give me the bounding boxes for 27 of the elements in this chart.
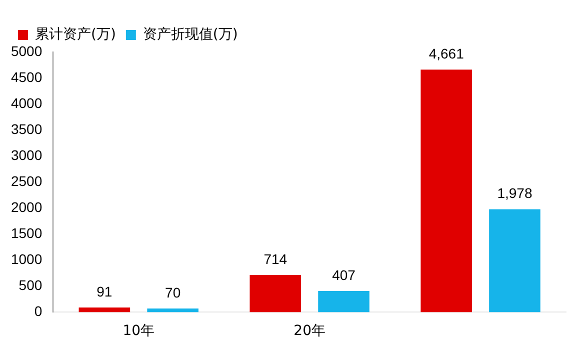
- data-label: 1,978: [497, 185, 532, 202]
- data-label: 91: [96, 283, 112, 300]
- y-tick-label: 0: [34, 303, 42, 320]
- data-label: 4,661: [428, 46, 464, 62]
- bar: [147, 308, 198, 312]
- y-tick-label: 2500: [10, 172, 42, 189]
- y-tick-label: 4000: [10, 94, 42, 111]
- y-tick-label: 500: [18, 277, 42, 294]
- bar: [318, 291, 370, 312]
- y-tick-label: 1500: [10, 225, 42, 241]
- legend-label: 累计资产(万): [35, 26, 116, 43]
- y-tick-label: 4500: [10, 68, 42, 85]
- y-tick-label: 2000: [10, 198, 42, 215]
- bar: [78, 307, 130, 312]
- y-tick-label: 5000: [10, 42, 42, 59]
- bar: [489, 209, 540, 312]
- data-label: 714: [264, 250, 288, 267]
- y-tick-label: 1000: [10, 251, 42, 268]
- legend-label: 资产折现值(万): [142, 26, 238, 43]
- x-tick-label: 10年: [122, 323, 155, 340]
- y-tick-label: 3500: [10, 120, 42, 137]
- data-label: 70: [165, 284, 181, 300]
- bar: [420, 70, 472, 312]
- y-tick-label: 3000: [10, 146, 42, 163]
- bar: [250, 275, 302, 312]
- x-tick-label: 20年: [294, 323, 326, 340]
- data-label: 407: [332, 266, 356, 283]
